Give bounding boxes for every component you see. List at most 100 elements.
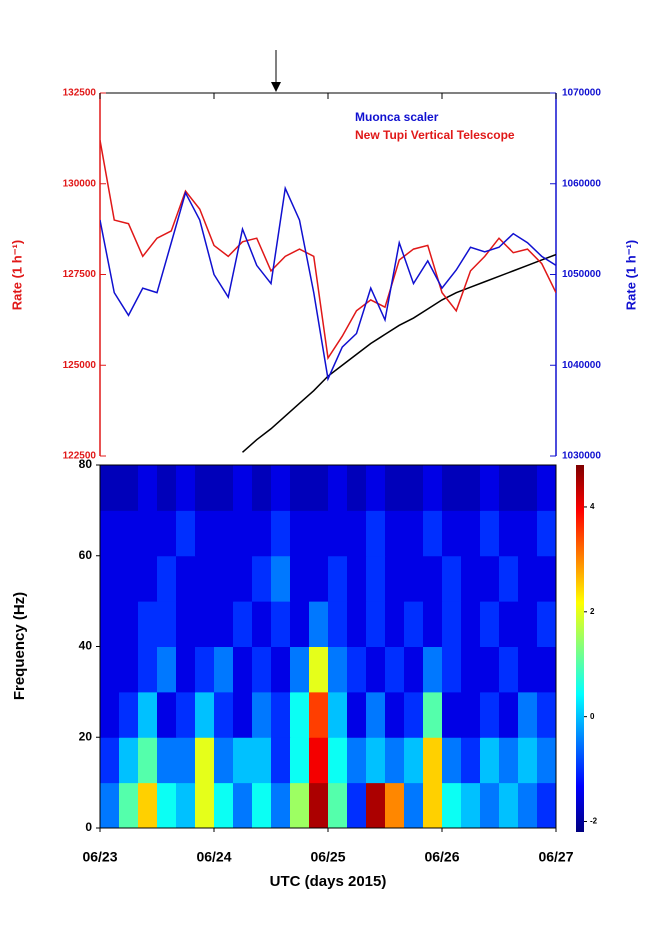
y2-tick-label: 1050000 [562,269,601,280]
heat-cell [537,646,557,693]
heat-cell [518,601,538,647]
heat-cell [100,691,120,738]
heat-cell [442,782,462,829]
heat-cell [290,646,310,693]
heat-cell [385,555,405,602]
y2-axis-label: Rate (1 h⁻¹) [623,240,638,310]
heat-cell [499,782,519,829]
heat-cell [309,691,329,738]
heat-cell [442,510,462,557]
heat-cell [347,646,367,693]
heat-cell [176,555,196,602]
heat-cell [366,601,386,647]
y-tick-label: 127500 [63,269,97,280]
heat-cell [271,510,291,557]
heat-cell [499,646,519,693]
heat-cell [233,465,253,511]
heat-cell [499,601,519,647]
heat-cell [214,646,234,693]
top-panel: 122500 125000 127500 130000 132500 1030000 104… [63,88,602,462]
heat-cell [442,601,462,647]
heat-cell [195,601,215,647]
colorbar-tick-label: 4 [590,502,595,511]
heat-cell [252,646,272,693]
heat-cell [404,555,424,602]
heat-cell [385,601,405,647]
heat-cell [252,465,272,511]
y2-tick-label: 1060000 [562,178,601,189]
heat-cell [537,510,557,557]
heat-cell [119,465,139,511]
heat-cell [480,555,500,602]
heat-cell [518,510,538,557]
heat-cell [233,646,253,693]
heat-cell [347,737,367,784]
heat-cell [328,646,348,693]
heat-cell [290,465,310,511]
heat-cell [119,601,139,647]
heat-cell [100,782,120,829]
heat-cell [537,601,557,647]
heat-cell [290,601,310,647]
heat-cell [176,737,196,784]
heatmap: 0 20 40 60 80 06/23 06/24 06/25 06/26 06/27 [79,457,574,865]
heat-cell [157,465,177,511]
heat-cell [461,737,481,784]
colorbar-tick-label: 2 [590,607,595,616]
y-tick-label: 40 [79,639,93,653]
heat-cell [461,555,481,602]
heat-cell [290,737,310,784]
heat-cell [347,510,367,557]
heat-cell [309,555,329,602]
heat-cell [518,646,538,693]
heat-cell [328,691,348,738]
heat-cell [366,646,386,693]
heat-cell [366,465,386,511]
heat-cell [233,691,253,738]
heat-cell [138,510,158,557]
heat-cell [176,601,196,647]
heat-cell [119,555,139,602]
heat-cell [138,601,158,647]
heat-cell [480,691,500,738]
heat-cell [309,601,329,647]
heat-cell [404,465,424,511]
y-tick-label: 20 [79,729,93,743]
heat-cell [461,782,481,829]
colorbar-tick-label: -2 [590,817,598,826]
plot-area [100,140,556,453]
heat-cell [290,510,310,557]
heat-cell [480,510,500,557]
heat-cell [423,510,443,557]
heat-cell [537,465,557,511]
heat-cell [347,691,367,738]
x-tick-label: 06/24 [196,849,231,865]
colorbar [576,465,584,832]
heat-cell [518,465,538,511]
heat-cell [499,691,519,738]
heat-cell [176,465,196,511]
heat-cell [157,555,177,602]
heat-cell [119,782,139,829]
heat-cell [328,782,348,829]
heat-cell [423,555,443,602]
y-axis-label: Frequency (Hz) [11,592,28,700]
heat-cell [385,646,405,693]
heat-cell [499,555,519,602]
heat-cell [385,737,405,784]
heat-cell [442,737,462,784]
arrow-head [271,82,281,92]
x-tick-label: 06/26 [424,849,459,865]
y-tick-label: 80 [79,457,93,471]
heat-cell [138,465,158,511]
heat-cell [233,601,253,647]
heat-cell [328,510,348,557]
heat-cell [499,465,519,511]
heat-cell [157,601,177,647]
heat-cell [214,555,234,602]
heat-cell [138,555,158,602]
heat-cell [157,691,177,738]
legend-entry: Muonca scaler [355,110,439,124]
heat-cell [214,510,234,557]
